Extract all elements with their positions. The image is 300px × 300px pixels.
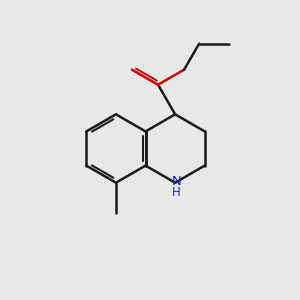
Text: H: H [172,186,181,199]
Text: N: N [172,175,182,188]
